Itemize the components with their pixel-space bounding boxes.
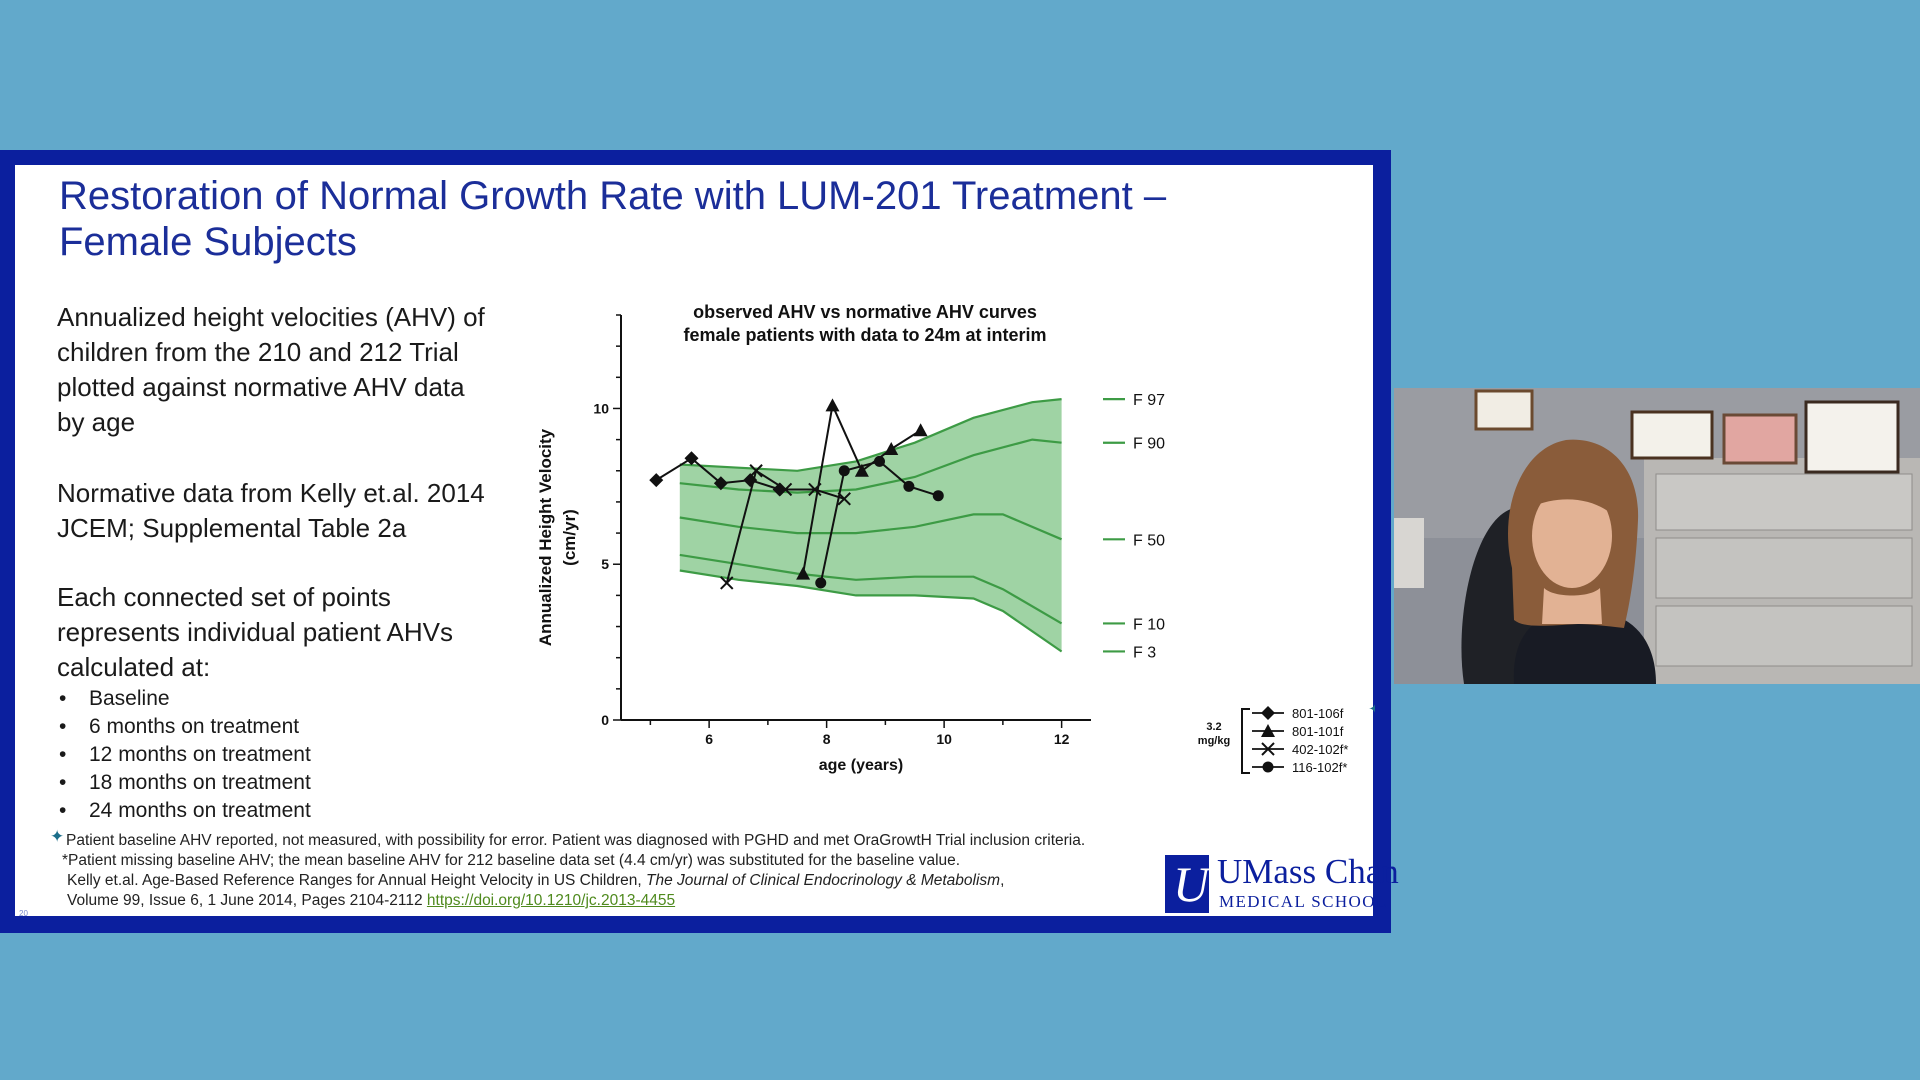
- x-marker: [1261, 742, 1275, 756]
- triangle-marker: [913, 423, 928, 437]
- umass-chan-logo: U UMass Chan MEDICAL SCHOOL: [1165, 853, 1399, 915]
- chart-title-line: observed AHV vs normative AHV curves: [693, 302, 1037, 322]
- normative-curve-label: F 10: [1133, 616, 1165, 633]
- legend-dose-label: 3.2: [1206, 721, 1221, 733]
- legend-label: 116-102f*: [1292, 760, 1347, 775]
- footnote-text: Patient baseline AHV reported, not measu…: [66, 832, 1086, 849]
- y-axis-label: (cm/yr): [560, 509, 579, 566]
- normative-curve: [679, 438, 1062, 494]
- presentation-slide: Restoration of Normal Growth Rate with L…: [15, 165, 1399, 918]
- diamond-marker: [1261, 706, 1275, 720]
- reference-punct: ,: [1000, 872, 1005, 889]
- y-tick-label: 0: [601, 712, 609, 728]
- reference-text: Kelly et.al. Age-Based Reference Ranges …: [67, 872, 646, 889]
- normative-curve-label: F 50: [1133, 532, 1165, 549]
- legend-label: 801-106f: [1292, 706, 1344, 721]
- y-axis-label: Annualized Height Velocity: [536, 428, 555, 646]
- method-paragraph: Each connected set of points represents …: [57, 582, 454, 682]
- journal-name: The Journal of Clinical Endocrinology & …: [646, 872, 1001, 889]
- y-tick-label: 10: [593, 400, 609, 416]
- normative-curve: [679, 553, 1063, 625]
- legend-label: 801-101f: [1292, 724, 1344, 739]
- volume-text: Volume 99, Issue 6, 1 June 2014, Pages 2…: [67, 892, 427, 909]
- circle-marker: [932, 490, 944, 502]
- normative-curve: [679, 569, 1063, 653]
- x-marker: [720, 576, 734, 590]
- normative-curve-label: F 3: [1133, 644, 1156, 661]
- footnote-reference-volume: Volume 99, Issue 6, 1 June 2014, Pages 2…: [67, 891, 675, 911]
- triangle-marker: [796, 566, 811, 580]
- logo-mark: U: [1165, 855, 1209, 913]
- legend-label: 402-102f*: [1292, 742, 1348, 757]
- x-tick-label: 10: [936, 731, 952, 747]
- x-tick-label: 12: [1054, 731, 1070, 747]
- normative-curve-label: F 90: [1133, 436, 1165, 453]
- triangle-marker: [1261, 724, 1275, 737]
- timepoint-list: Baseline 6 months on treatment 12 months…: [57, 685, 311, 825]
- list-item: Baseline: [57, 685, 311, 713]
- webcam-frame: [1394, 388, 1920, 684]
- y-tick-label: 5: [601, 556, 609, 572]
- normative-band: [679, 399, 1062, 652]
- circle-marker: [1262, 761, 1274, 773]
- x-marker: [808, 482, 822, 497]
- four-point-star-icon: ✦: [1368, 699, 1375, 719]
- x-tick-label: 6: [705, 731, 713, 747]
- list-item: 6 months on treatment: [57, 713, 311, 741]
- source-paragraph: Normative data from Kelly et.al. 2014 JC…: [57, 478, 485, 543]
- triangle-marker: [884, 441, 899, 455]
- diamond-marker: [649, 473, 664, 488]
- chart-title-line: 210 & 212 combined: [778, 295, 951, 299]
- normative-curve: [679, 513, 1063, 541]
- logo-name: UMass Chan: [1217, 852, 1399, 891]
- circle-marker: [874, 455, 885, 467]
- speaker-webcam-video: [1394, 388, 1920, 684]
- circle-marker: [815, 577, 827, 589]
- x-axis-label: age (years): [819, 757, 904, 774]
- doi-link[interactable]: https://doi.org/10.1210/jc.2013-4455: [426, 892, 676, 909]
- description-paragraph: Annualized height velocities (AHV) of ch…: [57, 302, 485, 437]
- footnote-missing-baseline: *Patient missing baseline AHV; the mean …: [62, 852, 961, 869]
- chart-title-line: female patients with data to 24m at inte…: [683, 325, 1046, 345]
- normative-curve-label: F 97: [1133, 392, 1165, 409]
- list-item: 18 months on treatment: [57, 769, 311, 797]
- logo-subtitle: MEDICAL SCHOOL: [1219, 892, 1388, 911]
- legend-bracket: [1241, 708, 1250, 774]
- triangle-marker: [825, 398, 840, 412]
- x-marker: [837, 492, 851, 506]
- circle-marker: [903, 480, 915, 492]
- four-point-star-icon: ✦: [50, 827, 65, 846]
- slide-title-line-1: Restoration of Normal Growth Rate with L…: [59, 174, 1167, 218]
- logo-mark-letter: U: [1173, 856, 1210, 912]
- x-marker: [778, 482, 793, 497]
- footnote-reported-baseline: ✦ Patient baseline AHV reported, not mea…: [50, 827, 1086, 851]
- circle-marker: [838, 465, 850, 477]
- legend-dose-label: mg/kg: [1198, 735, 1230, 747]
- list-item: 12 months on treatment: [57, 741, 311, 769]
- list-item: 24 months on treatment: [57, 797, 311, 825]
- diamond-marker: [713, 476, 728, 491]
- x-marker: [749, 464, 763, 478]
- diamond-marker: [684, 451, 699, 466]
- slide-page-number: 20: [19, 909, 28, 918]
- normative-curve: [679, 398, 1062, 472]
- slide-title-line-2: Female Subjects: [59, 220, 357, 264]
- footnote-reference: Kelly et.al. Age-Based Reference Ranges …: [67, 871, 1004, 891]
- slide-title: Restoration of Normal Growth Rate with L…: [59, 173, 1299, 265]
- x-tick-label: 8: [823, 731, 831, 747]
- ahv-chart: 210 & 212 combined observed AHV vs normat…: [536, 295, 1375, 775]
- triangle-marker: [854, 463, 869, 477]
